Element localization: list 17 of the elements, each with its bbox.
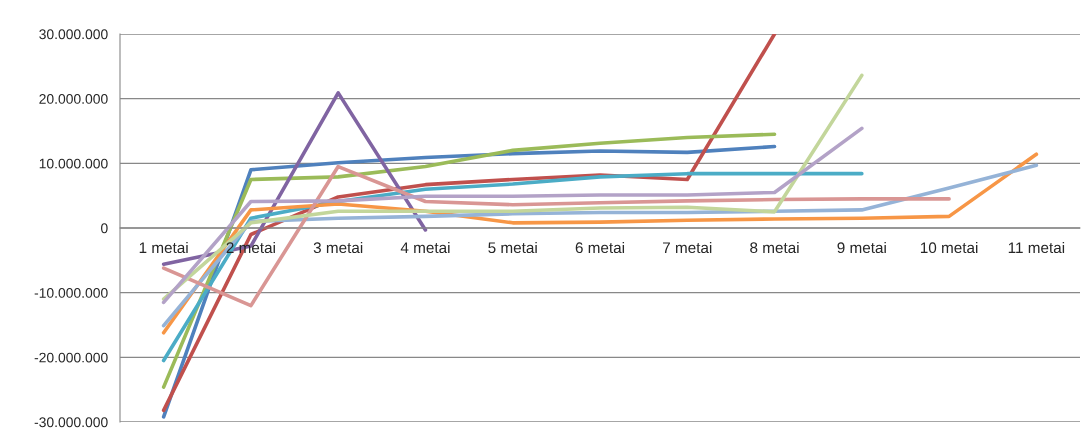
- y-tick-label: -20.000.000: [34, 352, 108, 363]
- x-tick-label: 1 metai: [139, 241, 188, 254]
- y-tick-label: 20.000.000: [39, 94, 108, 104]
- x-tick-label: 9 metai: [837, 241, 886, 254]
- y-tick-label: 10.000.000: [39, 158, 108, 169]
- x-tick-label: 4 metai: [400, 241, 450, 254]
- x-tick-label: 11 metai: [1008, 241, 1065, 254]
- y-tick-label: 0: [101, 223, 108, 234]
- x-tick-label: 10 metai: [920, 241, 978, 254]
- x-tick-label: 7 metai: [663, 241, 712, 254]
- x-tick-label: 5 metai: [488, 241, 537, 254]
- x-tick-label: 8 metai: [750, 241, 799, 254]
- y-tick-label: 30.000.000: [39, 29, 108, 40]
- x-tick-label: 3 metai: [313, 241, 363, 254]
- y-tick-label: -10.000.000: [34, 288, 108, 298]
- y-tick-label: -30.000.000: [34, 417, 108, 428]
- x-tick-label: 6 metai: [575, 241, 625, 254]
